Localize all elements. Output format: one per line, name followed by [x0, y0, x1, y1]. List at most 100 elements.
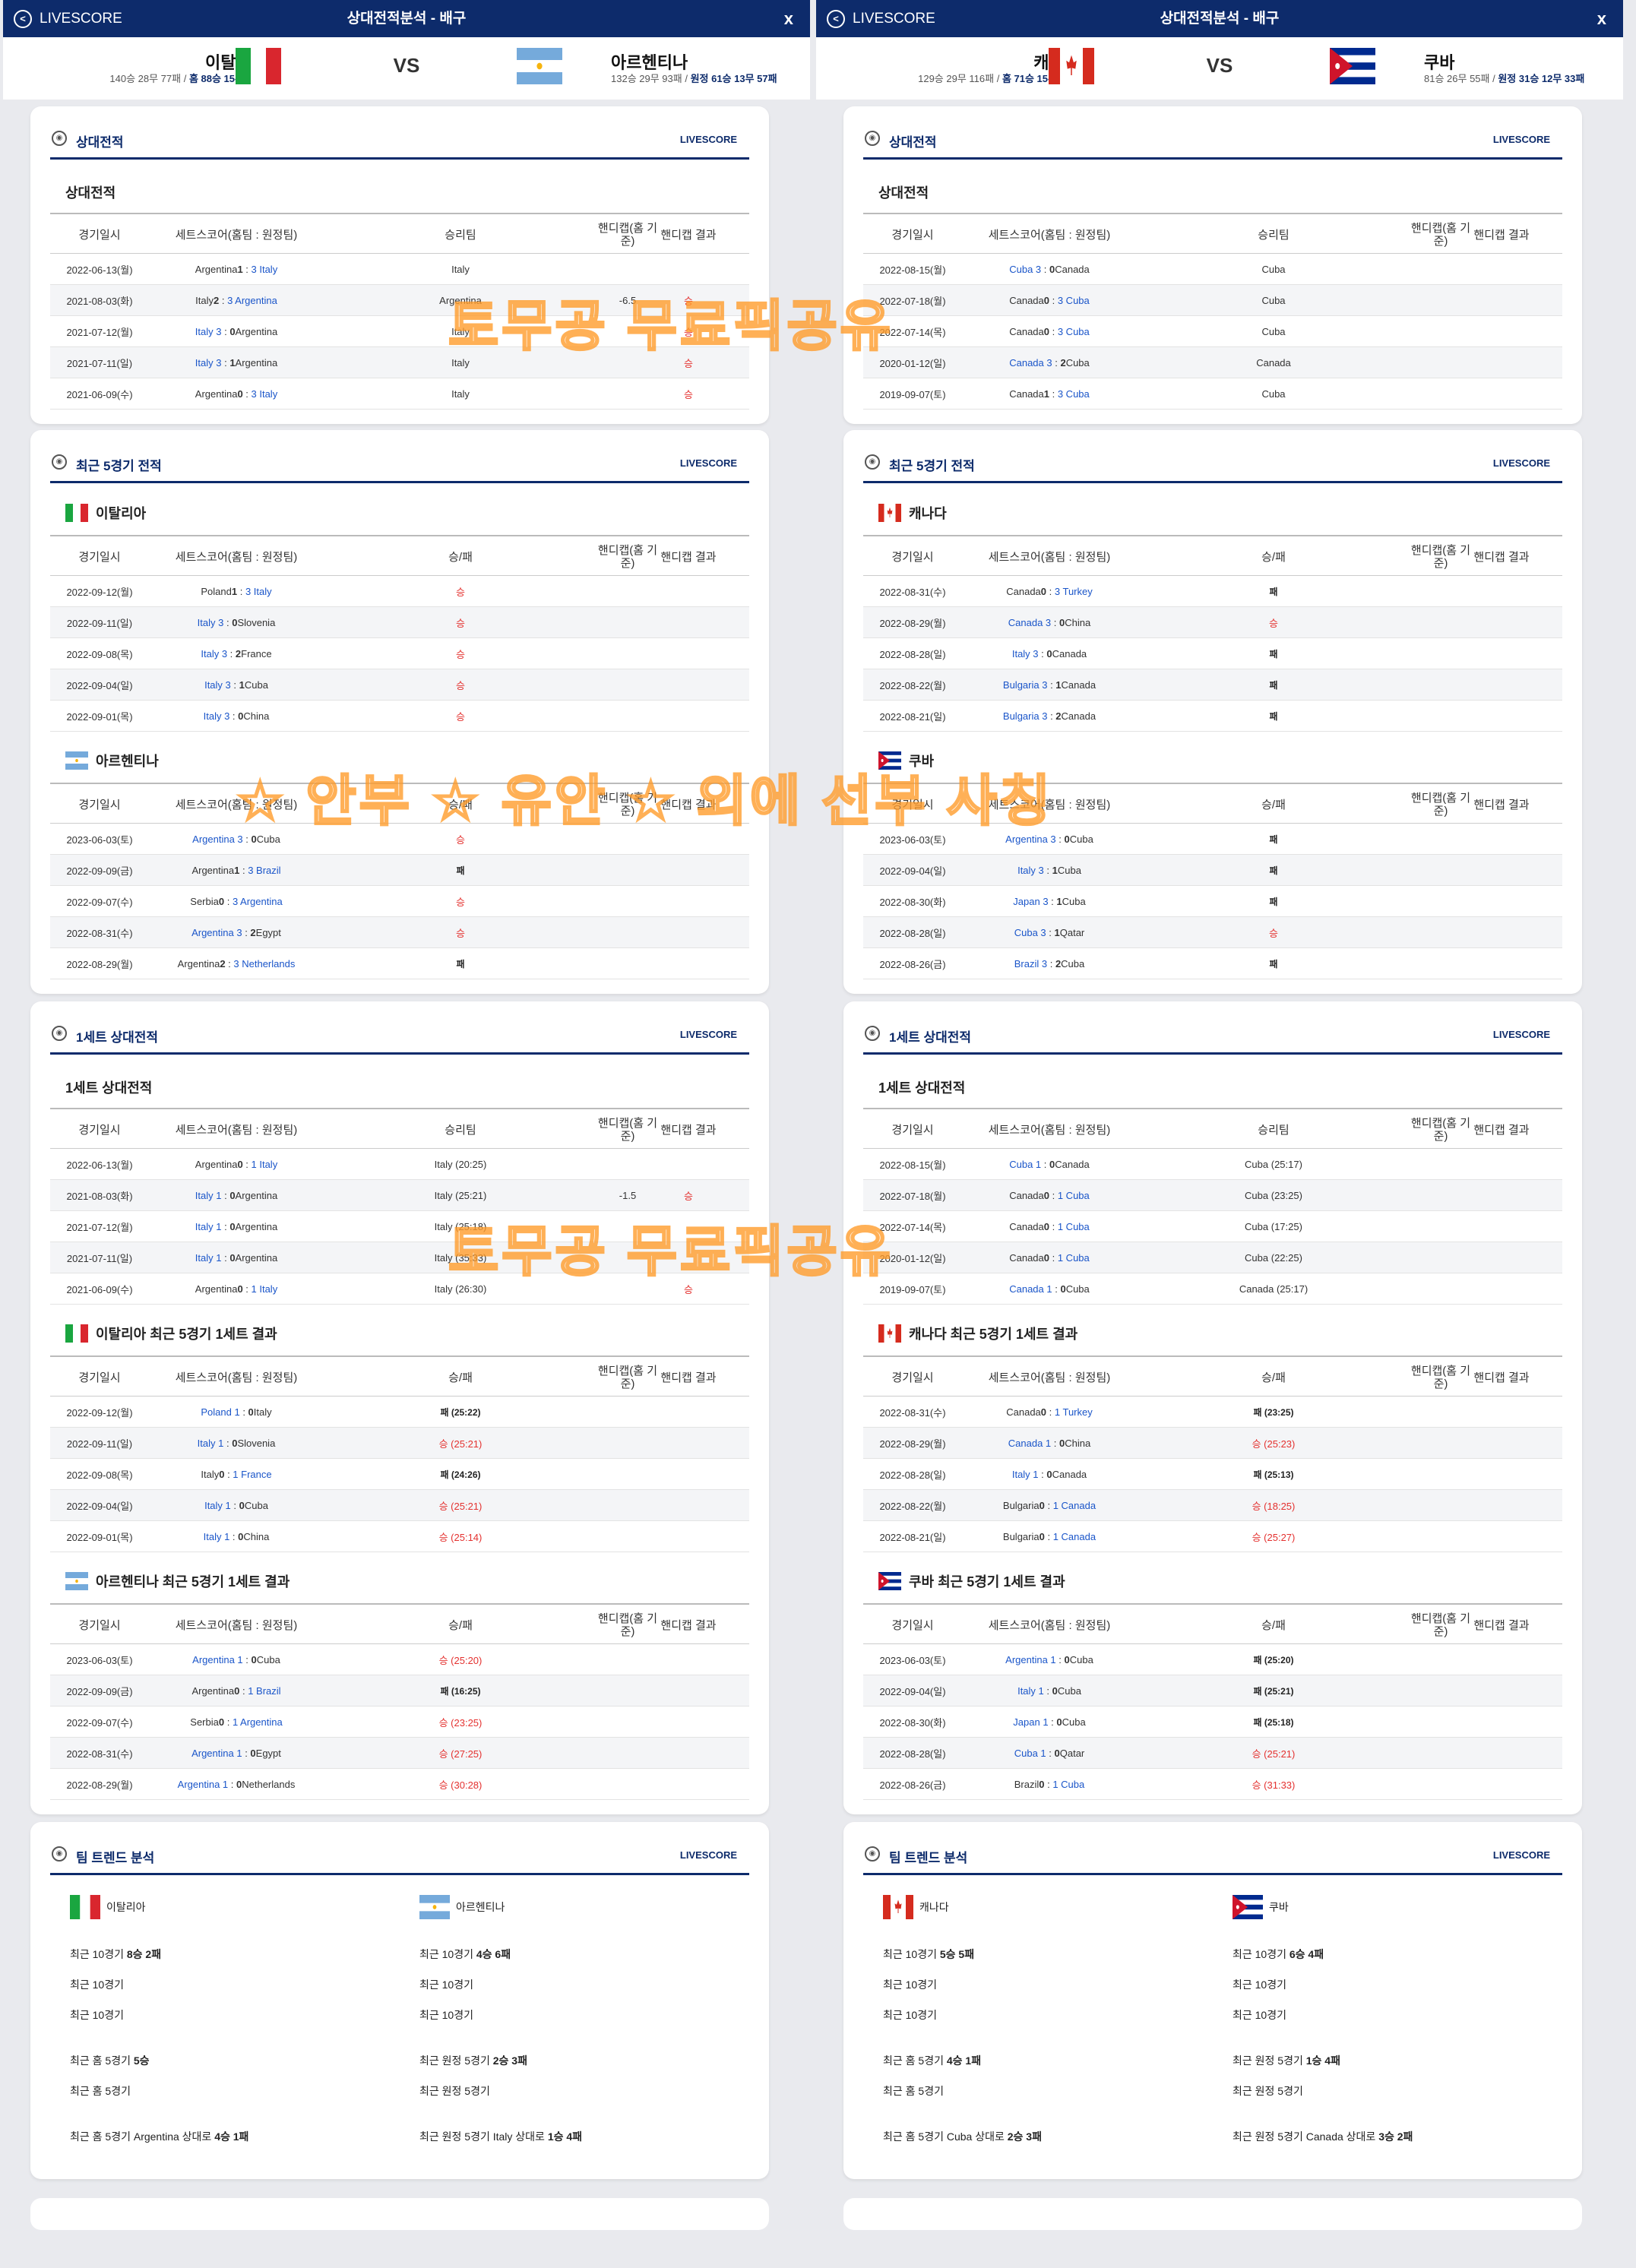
result-cell: Cuba (22:25)	[1245, 1252, 1302, 1264]
match-date: 2022-09-09(금)	[66, 1686, 133, 1697]
table-row[interactable]: 2022-08-26(금) Brazil 0 : 1 Cuba 승 (31:33)	[863, 1769, 1562, 1800]
table-row[interactable]: 2022-08-29(월) Canada 3 : 0 China 승	[863, 607, 1562, 638]
table-row[interactable]: 2022-08-15(월) Cuba 3 : 0 Canada Cuba	[863, 254, 1562, 285]
table-row[interactable]: 2021-07-11(일) Italy 1 : 0 Argentina Italy …	[50, 1242, 749, 1273]
trend-column: 쿠바 최근 10경기 6승 4패 최근 10경기 최근 10경기 최근 원정 5경기 1…	[1233, 1895, 1413, 2152]
table-row[interactable]: 2021-06-09(수) Argentina 0 : 1 Italy Italy …	[50, 1273, 749, 1305]
result-cell: 승	[456, 928, 465, 939]
table-row[interactable]: 2022-09-04(일) Italy 1 : 0 Cuba 패 (25:21)	[863, 1675, 1562, 1707]
table-row[interactable]: 2022-09-11(일) Italy 1 : 0 Slovenia 승 (25:2…	[50, 1428, 749, 1459]
result-cell: 패	[456, 865, 465, 876]
table-row[interactable]: 2019-09-07(토) Canada 1 : 0 Cuba Canada (25…	[863, 1273, 1562, 1305]
handicap-cell	[1410, 638, 1471, 669]
col-date: 경기일시	[891, 550, 934, 564]
set-score: Italy 1 : 0 Cuba	[204, 1500, 268, 1511]
table-row[interactable]: 2022-08-29(월) Canada 1 : 0 China 승 (25:23)	[863, 1428, 1562, 1459]
table-row[interactable]: 2022-09-04(일) Italy 1 : 0 Cuba 승 (25:21)	[50, 1490, 749, 1521]
table-row[interactable]: 2022-08-31(수) Argentina 1 : 0 Egypt 승 (27:…	[50, 1738, 749, 1769]
table-row[interactable]: 2022-08-28(일) Italy 3 : 0 Canada 패	[863, 638, 1562, 669]
livescore-back-button[interactable]: < LIVESCORE	[14, 0, 122, 37]
away-team-name[interactable]: 쿠바	[1424, 53, 1455, 72]
table-row[interactable]: 2021-08-03(화) Italy 1 : 0 Argentina Italy …	[50, 1180, 749, 1211]
table-row[interactable]: 2022-08-21(일) Bulgaria 0 : 1 Canada 승 (25:…	[863, 1521, 1562, 1552]
table-row[interactable]: 2022-09-11(일) Italy 3 : 0 Slovenia 승	[50, 607, 749, 638]
result-cell: 패 (16:25)	[440, 1686, 481, 1697]
table-row[interactable]: 2022-08-28(일) Cuba 3 : 1 Qatar 승	[863, 917, 1562, 948]
close-button[interactable]: x	[1596, 9, 1606, 28]
table-row[interactable]: 2022-07-14(목) Canada 0 : 1 Cuba Cuba (17:2…	[863, 1211, 1562, 1242]
table-row[interactable]: 2022-06-13(월) Argentina 0 : 1 Italy Italy …	[50, 1149, 749, 1180]
table-row[interactable]: 2019-09-07(토) Canada 1 : 3 Cuba Cuba	[863, 378, 1562, 410]
match-date: 2022-08-30(화)	[879, 1717, 946, 1729]
table-row[interactable]: 2022-09-01(목) Italy 3 : 0 China 승	[50, 701, 749, 732]
table-row[interactable]: 2022-08-29(월) Argentina 2 : 3 Netherlands…	[50, 948, 749, 979]
table-row[interactable]: 2022-09-12(월) Poland 1 : 3 Italy 승	[50, 576, 749, 607]
close-button[interactable]: x	[783, 9, 793, 28]
table-row[interactable]: 2022-08-15(월) Cuba 1 : 0 Canada Cuba (25:1…	[863, 1149, 1562, 1180]
section-card: ◉ 1세트 상대전적 LIVESCORE 1세트 상대전적 경기일시 세트스코어(홈팀 :…	[30, 1001, 769, 1814]
table-row[interactable]: 2022-09-12(월) Poland 1 : 0 Italy 패 (25:22)	[50, 1397, 749, 1428]
table-row[interactable]: 2021-07-12(월) Italy 3 : 0 Argentina Italy 승	[50, 316, 749, 347]
table-row[interactable]: 2022-08-22(월) Bulgaria 0 : 1 Canada 승 (18:…	[863, 1490, 1562, 1521]
trend-line: 최근 10경기 6승 4패	[1233, 1948, 1324, 1960]
livescore-back-button[interactable]: < LIVESCORE	[827, 0, 935, 37]
result-cell: Italy (25:18)	[434, 1221, 487, 1232]
volleyball-icon: ◉	[865, 1846, 880, 1862]
argentina-flag-icon	[65, 751, 88, 770]
table-row[interactable]: 2022-07-18(월) Canada 0 : 1 Cuba Cuba (23:2…	[863, 1180, 1562, 1211]
table-row[interactable]: 2020-01-12(일) Canada 0 : 1 Cuba Cuba (22:2…	[863, 1242, 1562, 1273]
table-row[interactable]: 2022-08-28(일) Italy 1 : 0 Canada 패 (25:13)	[863, 1459, 1562, 1490]
table-row[interactable]: 2022-09-09(금) Argentina 1 : 3 Brazil 패	[50, 855, 749, 886]
table-row[interactable]: 2021-07-11(일) Italy 3 : 1 Argentina Italy 승	[50, 347, 749, 378]
table-row[interactable]: 2023-06-03(토) Argentina 1 : 0 Cuba 승 (25:2…	[50, 1644, 749, 1675]
table-row[interactable]: 2023-06-03(토) Argentina 3 : 0 Cuba 패	[863, 824, 1562, 855]
table-row[interactable]: 2021-08-03(화) Italy 2 : 3 Argentina Argent…	[50, 285, 749, 316]
table-row[interactable]: 2023-06-03(토) Argentina 1 : 0 Cuba 패 (25:2…	[863, 1644, 1562, 1675]
table-row[interactable]: 2022-08-22(월) Bulgaria 3 : 1 Canada 패	[863, 669, 1562, 701]
table-row[interactable]: 2021-07-12(월) Italy 1 : 0 Argentina Italy …	[50, 1211, 749, 1242]
livescore-label: LIVESCORE	[1492, 457, 1550, 469]
away-team-name[interactable]: 아르헨티나	[611, 53, 688, 72]
table-row[interactable]: 2022-09-07(수) Serbia 0 : 1 Argentina 승 (23…	[50, 1707, 749, 1738]
table-row[interactable]: 2022-08-28(일) Cuba 1 : 0 Qatar 승 (25:21)	[863, 1738, 1562, 1769]
table-row[interactable]: 2022-09-08(목) Italy 0 : 1 France 패 (24:26)	[50, 1459, 749, 1490]
section-header: ◉ 최근 5경기 전적 LIVESCORE	[50, 430, 749, 483]
table-row[interactable]: 2022-08-30(화) Japan 1 : 0 Cuba 패 (25:18)	[863, 1707, 1562, 1738]
table-header: 경기일시 세트스코어(홈팀 : 원정팀) 승리팀 핸디캡(홈 기준) 핸디캡 결과	[50, 1108, 749, 1149]
match-date: 2022-08-31(수)	[879, 1407, 946, 1419]
table-row[interactable]: 2022-09-09(금) Argentina 0 : 1 Brazil 패 (16…	[50, 1675, 749, 1707]
table-row[interactable]: 2022-07-14(목) Canada 0 : 3 Cuba Cuba	[863, 316, 1562, 347]
away-flag-icon	[517, 48, 562, 84]
table-row[interactable]: 2022-09-04(일) Italy 3 : 1 Cuba 승	[50, 669, 749, 701]
trend-line: 최근 10경기	[883, 2009, 937, 2021]
handicap-result-cell	[658, 1738, 719, 1769]
handicap-result-cell	[1471, 669, 1532, 701]
handicap-result-cell	[1471, 378, 1532, 410]
table-row[interactable]: 2022-08-30(화) Japan 3 : 1 Cuba 패	[863, 886, 1562, 917]
table-row[interactable]: 2022-09-01(목) Italy 1 : 0 China 승 (25:14)	[50, 1521, 749, 1552]
table-row[interactable]: 2022-08-26(금) Brazil 3 : 2 Cuba 패	[863, 948, 1562, 979]
col-score: 세트스코어(홈팀 : 원정팀)	[175, 228, 298, 242]
result-cell: Cuba	[1261, 388, 1286, 400]
table-row[interactable]: 2023-06-03(토) Argentina 3 : 0 Cuba 승	[50, 824, 749, 855]
match-date: 2022-06-13(월)	[66, 1159, 133, 1171]
table-row[interactable]: 2022-09-08(목) Italy 3 : 2 France 승	[50, 638, 749, 669]
table-row[interactable]: 2022-08-31(수) Argentina 3 : 2 Egypt 승	[50, 917, 749, 948]
table-row[interactable]: 2022-08-21(일) Bulgaria 3 : 2 Canada 패	[863, 701, 1562, 732]
section-card: ◉ 팀 트렌드 분석 LIVESCORE 이탈리아 최근 10경기 8승 2패 최근 10…	[30, 1822, 769, 2179]
trend-line: 최근 홈 5경기 Cuba 상대로 2승 3패	[883, 2130, 1042, 2143]
handicap-result-cell	[658, 607, 719, 638]
table-row[interactable]: 2022-09-07(수) Serbia 0 : 3 Argentina 승	[50, 886, 749, 917]
table-row[interactable]: 2022-09-04(일) Italy 3 : 1 Cuba 패	[863, 855, 1562, 886]
table-row[interactable]: 2020-01-12(일) Canada 3 : 2 Cuba Canada	[863, 347, 1562, 378]
table-row[interactable]: 2022-08-29(월) Argentina 1 : 0 Netherlands…	[50, 1769, 749, 1800]
handicap-cell	[597, 1211, 658, 1242]
col-third: 승리팀	[1258, 228, 1289, 242]
table-row[interactable]: 2022-08-31(수) Canada 0 : 1 Turkey 패 (23:25…	[863, 1397, 1562, 1428]
table-row[interactable]: 2022-06-13(월) Argentina 1 : 3 Italy Italy	[50, 254, 749, 285]
table-row[interactable]: 2021-06-09(수) Argentina 0 : 3 Italy Italy 승	[50, 378, 749, 410]
canada-flag-icon	[878, 504, 901, 522]
table-row[interactable]: 2022-07-18(월) Canada 0 : 3 Cuba Cuba	[863, 285, 1562, 316]
table-row[interactable]: 2022-08-31(수) Canada 0 : 3 Turkey 패	[863, 576, 1562, 607]
result-cell: 패 (24:26)	[440, 1469, 481, 1480]
